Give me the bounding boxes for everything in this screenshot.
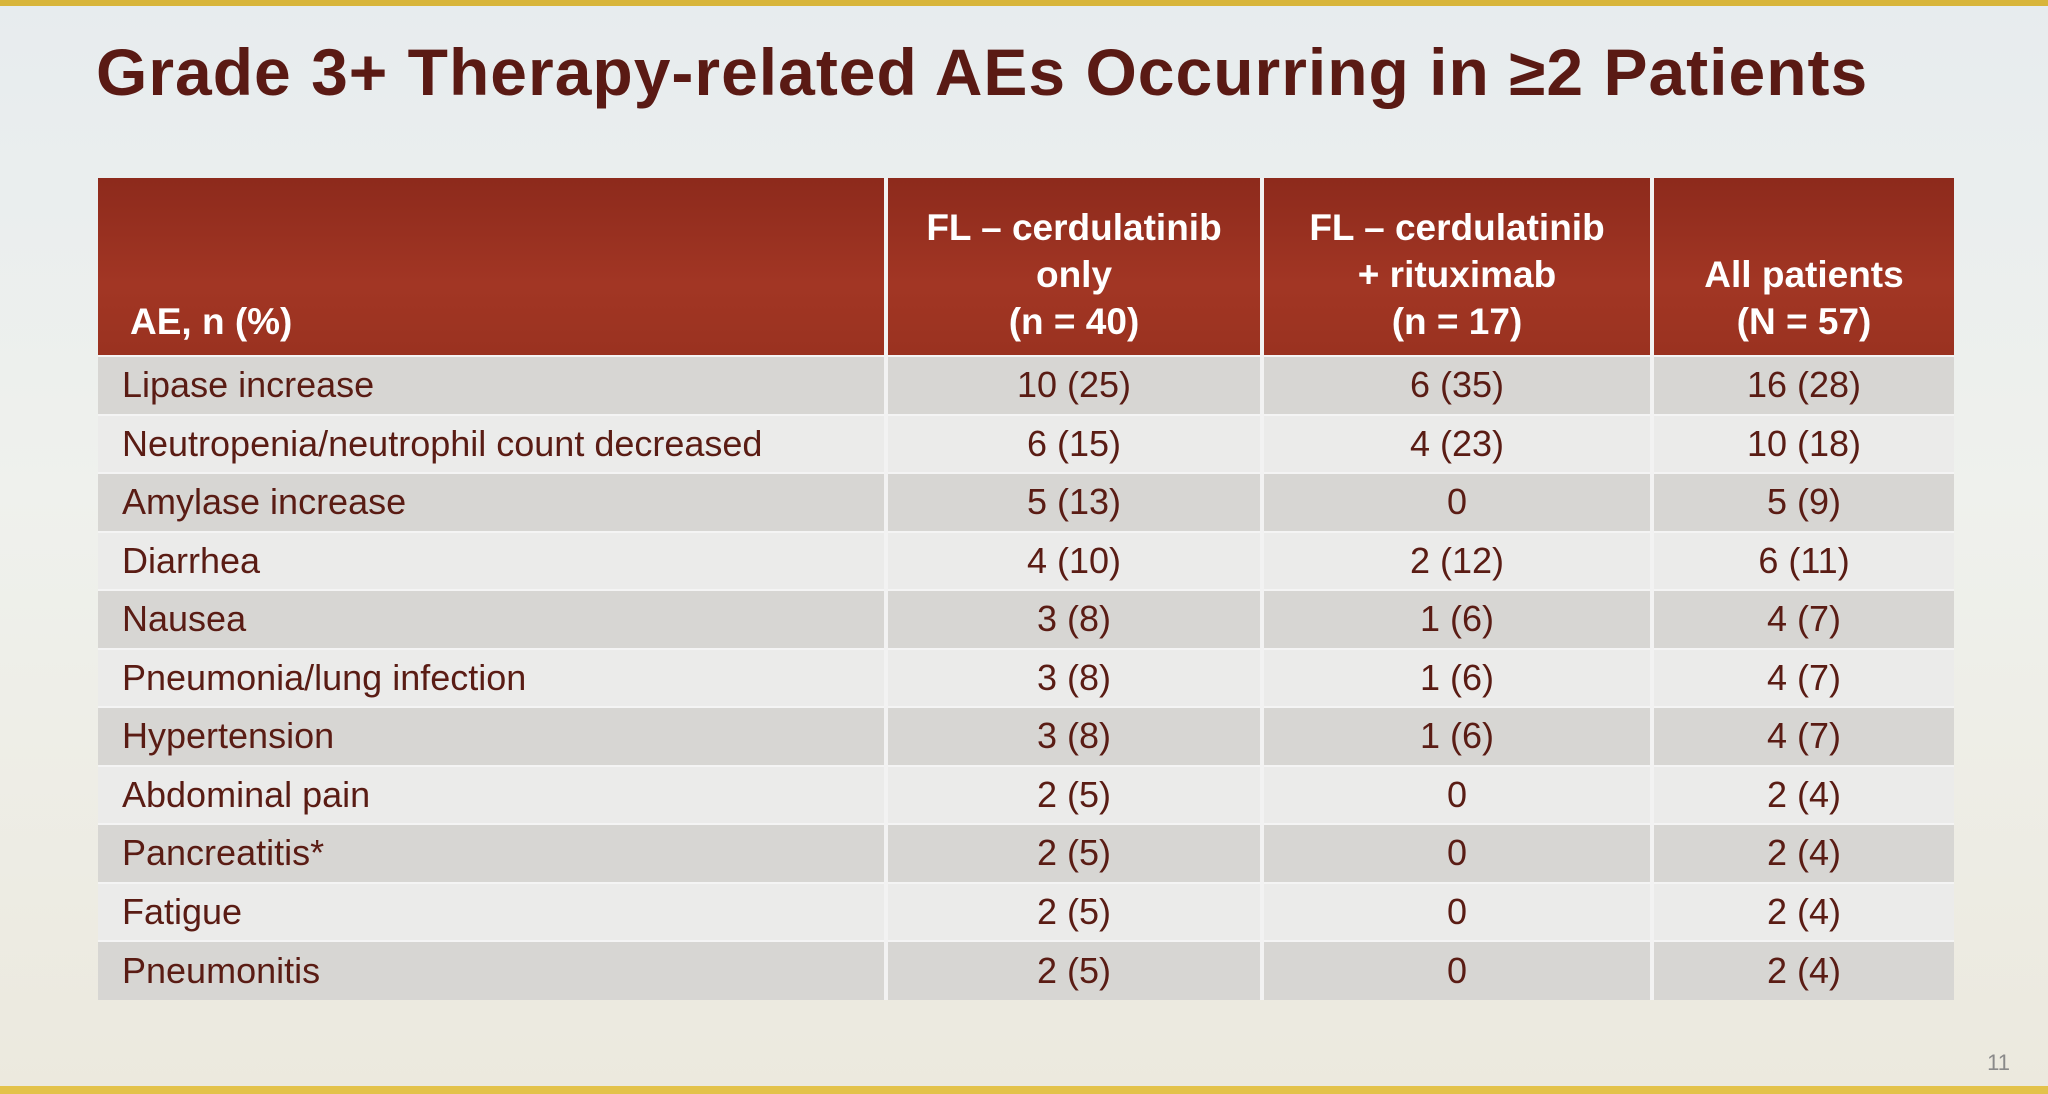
cell-fl-only: 2 (5) xyxy=(886,940,1264,1000)
header-all-line-1: All patients xyxy=(1704,254,1904,295)
slide-title: Grade 3+ Therapy-related AEs Occurring i… xyxy=(96,35,1869,109)
table-row: Lipase increase 10 (25) 6 (35) 16 (28) xyxy=(98,355,1954,415)
cell-fl-rituximab: 4 (23) xyxy=(1262,413,1654,473)
cell-fl-rituximab: 0 xyxy=(1262,823,1654,883)
cell-fl-rituximab: 1 (6) xyxy=(1262,647,1654,707)
table-row: Amylase increase 5 (13) 0 5 (9) xyxy=(98,472,1954,532)
table-row: Pneumonia/lung infection 3 (8) 1 (6) 4 (… xyxy=(98,647,1954,707)
cell-fl-only: 2 (5) xyxy=(886,764,1264,824)
cell-fl-only: 3 (8) xyxy=(886,706,1264,766)
cell-all-patients: 2 (4) xyxy=(1652,764,1954,824)
cell-fl-rituximab: 2 (12) xyxy=(1262,530,1654,590)
header-fl1-line-2: only xyxy=(1035,254,1113,295)
header-ae: AE, n (%) xyxy=(98,178,888,356)
table-row: Hypertension 3 (8) 1 (6) 4 (7) xyxy=(98,706,1954,766)
cell-fl-only: 10 (25) xyxy=(886,355,1264,415)
table-row: Abdominal pain 2 (5) 0 2 (4) xyxy=(98,764,1954,824)
table-row: Neutropenia/neutrophil count decreased 6… xyxy=(98,413,1954,473)
cell-all-patients: 2 (4) xyxy=(1652,940,1954,1000)
cell-all-patients: 5 (9) xyxy=(1652,472,1954,532)
cell-fl-rituximab: 1 (6) xyxy=(1262,706,1654,766)
cell-fl-rituximab: 6 (35) xyxy=(1262,355,1654,415)
cell-fl-rituximab: 1 (6) xyxy=(1262,589,1654,649)
header-fl2-line-1: FL – cerdulatinib xyxy=(1309,207,1605,248)
header-all-patients: All patients (N = 57) xyxy=(1652,178,1954,356)
cell-fl-only: 4 (10) xyxy=(886,530,1264,590)
cell-all-patients: 4 (7) xyxy=(1652,706,1954,766)
header-fl-cerdulatinib-rituximab: FL – cerdulatinib + rituximab (n = 17) xyxy=(1262,178,1654,356)
cell-fl-rituximab: 0 xyxy=(1262,764,1654,824)
cell-ae-name: Hypertension xyxy=(98,706,888,766)
cell-all-patients: 16 (28) xyxy=(1652,355,1954,415)
cell-ae-name: Nausea xyxy=(98,589,888,649)
cell-all-patients: 2 (4) xyxy=(1652,881,1954,941)
cell-all-patients: 10 (18) xyxy=(1652,413,1954,473)
cell-ae-name: Abdominal pain xyxy=(98,764,888,824)
header-fl-cerdulatinib-only: FL – cerdulatinib only (n = 40) xyxy=(886,178,1264,356)
table-row: Fatigue 2 (5) 0 2 (4) xyxy=(98,881,1954,941)
cell-fl-rituximab: 0 xyxy=(1262,472,1654,532)
cell-fl-rituximab: 0 xyxy=(1262,881,1654,941)
top-accent-bar xyxy=(0,0,2048,6)
cell-all-patients: 4 (7) xyxy=(1652,589,1954,649)
table-row: Pancreatitis* 2 (5) 0 2 (4) xyxy=(98,823,1954,883)
bottom-accent-bar xyxy=(0,1086,2048,1094)
header-all-line-2: (N = 57) xyxy=(1736,301,1872,342)
cell-ae-name: Pneumonia/lung infection xyxy=(98,647,888,707)
adverse-events-table: AE, n (%) FL – cerdulatinib only (n = 40… xyxy=(98,178,1954,1000)
table-row: Nausea 3 (8) 1 (6) 4 (7) xyxy=(98,589,1954,649)
cell-ae-name: Amylase increase xyxy=(98,472,888,532)
cell-fl-only: 5 (13) xyxy=(886,472,1264,532)
header-fl1-line-1: FL – cerdulatinib xyxy=(926,207,1222,248)
cell-ae-name: Fatigue xyxy=(98,881,888,941)
header-fl2-line-2: + rituximab xyxy=(1357,254,1557,295)
cell-ae-name: Lipase increase xyxy=(98,355,888,415)
cell-fl-only: 2 (5) xyxy=(886,881,1264,941)
cell-all-patients: 6 (11) xyxy=(1652,530,1954,590)
cell-ae-name: Neutropenia/neutrophil count decreased xyxy=(98,413,888,473)
table-row: Pneumonitis 2 (5) 0 2 (4) xyxy=(98,940,1954,1000)
cell-ae-name: Pneumonitis xyxy=(98,940,888,1000)
table-header-row: AE, n (%) FL – cerdulatinib only (n = 40… xyxy=(98,178,1954,356)
cell-fl-only: 3 (8) xyxy=(886,589,1264,649)
cell-fl-only: 3 (8) xyxy=(886,647,1264,707)
cell-ae-name: Diarrhea xyxy=(98,530,888,590)
table-row: Diarrhea 4 (10) 2 (12) 6 (11) xyxy=(98,530,1954,590)
header-fl2-line-3: (n = 17) xyxy=(1391,301,1523,342)
slide-page-number: 11 xyxy=(1987,1050,2010,1075)
header-ae-line: AE, n (%) xyxy=(130,301,293,342)
cell-fl-rituximab: 0 xyxy=(1262,940,1654,1000)
header-fl1-line-3: (n = 40) xyxy=(1008,301,1140,342)
cell-ae-name: Pancreatitis* xyxy=(98,823,888,883)
table-body: Lipase increase 10 (25) 6 (35) 16 (28) N… xyxy=(98,355,1954,1000)
cell-all-patients: 2 (4) xyxy=(1652,823,1954,883)
cell-fl-only: 6 (15) xyxy=(886,413,1264,473)
cell-fl-only: 2 (5) xyxy=(886,823,1264,883)
cell-all-patients: 4 (7) xyxy=(1652,647,1954,707)
